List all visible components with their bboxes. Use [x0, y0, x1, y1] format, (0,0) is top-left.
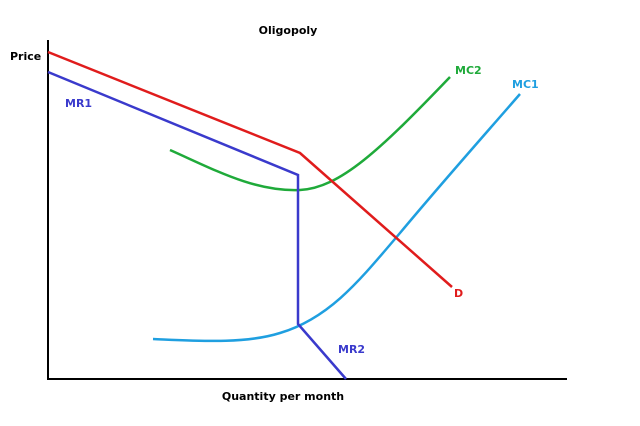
x-axis-label: Quantity per month — [222, 390, 344, 403]
mc2-curve — [169, 76, 451, 192]
mr-curve — [47, 70, 347, 380]
title: Oligopoly — [259, 24, 318, 37]
demand-curve — [47, 50, 453, 288]
mc2-label: MC2 — [455, 64, 482, 77]
mc1-curve — [152, 93, 521, 343]
mc1-label: MC1 — [512, 78, 539, 91]
d-label: D — [454, 287, 463, 300]
y-axis-label: Price — [10, 50, 41, 63]
mr2-label: MR2 — [338, 343, 365, 356]
mr1-label: MR1 — [65, 97, 92, 110]
